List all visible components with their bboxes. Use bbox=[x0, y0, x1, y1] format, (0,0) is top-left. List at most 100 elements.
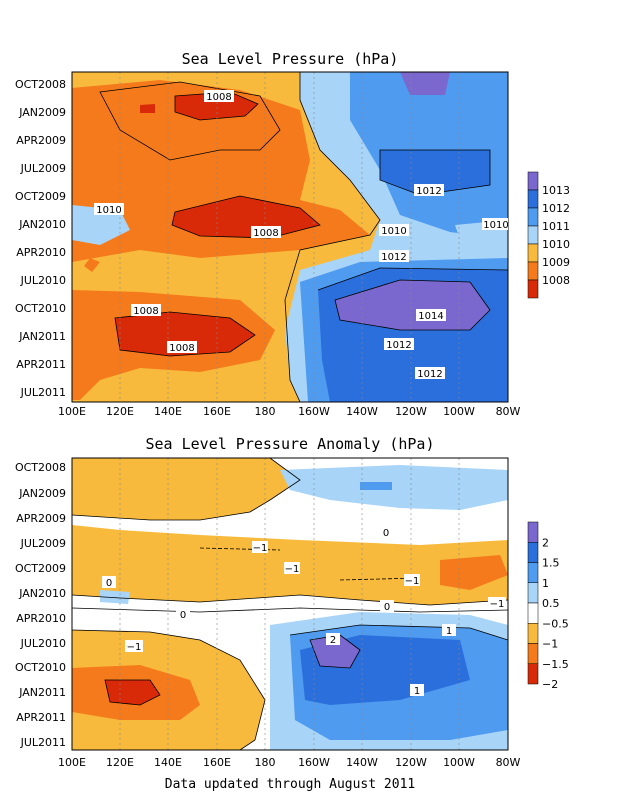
y-tick-label: JAN2009 bbox=[18, 106, 66, 119]
x-tick-label: 120E bbox=[106, 405, 134, 418]
contour-label: 1012 bbox=[381, 252, 406, 263]
x-tick-label: 160W bbox=[298, 405, 330, 418]
contour-label: −1 bbox=[127, 642, 142, 653]
x-tick-label: 100W bbox=[443, 405, 475, 418]
colorbar-label: −0.5 bbox=[542, 617, 569, 630]
contour-label: 1010 bbox=[96, 205, 121, 216]
x-tick-label: 180 bbox=[255, 405, 276, 418]
y-tick-label: OCT2009 bbox=[15, 562, 66, 575]
bottom-contour-labels: 0 −1 −1 −1 0 −1 0 0 1 −1 2 1 bbox=[102, 526, 506, 697]
x-tick-label: 160W bbox=[298, 756, 330, 769]
colorbar-swatch bbox=[527, 582, 539, 604]
slp-contours bbox=[99, 72, 508, 402]
bottom-y-ticks: OCT2008 JAN2009 APR2009 JUL2009 OCT2009 … bbox=[15, 461, 66, 749]
colorbar-swatch bbox=[527, 663, 539, 685]
contour-label: 0 bbox=[383, 528, 389, 539]
contour-label: 1 bbox=[446, 626, 452, 637]
contour-label: 1008 bbox=[169, 343, 194, 354]
top-x-ticks: 100E 120E 140E 160E 180 160W 140W 120W 1… bbox=[58, 405, 521, 418]
x-tick-label: 120W bbox=[395, 405, 427, 418]
colorbar-label: 1008 bbox=[542, 274, 570, 287]
colorbar-label: −1 bbox=[542, 638, 558, 651]
contour-label: 1010 bbox=[381, 226, 406, 237]
top-y-ticks: OCT2008 JAN2009 APR2009 JUL2009 OCT2009 … bbox=[15, 78, 66, 399]
x-tick-label: 80W bbox=[496, 405, 521, 418]
slp-field bbox=[72, 72, 508, 402]
contour-label: 1010 bbox=[483, 220, 508, 231]
bottom-x-ticks: 100E 120E 140E 160E 180 160W 140W 120W 1… bbox=[58, 756, 521, 769]
contour-label: 1012 bbox=[417, 369, 442, 380]
colorbar-label: 1 bbox=[542, 577, 549, 590]
x-tick-label: 160E bbox=[203, 756, 231, 769]
colorbar-label: 1.5 bbox=[542, 557, 560, 570]
y-tick-label: JUL2011 bbox=[20, 386, 66, 399]
x-tick-label: 140E bbox=[154, 756, 182, 769]
y-tick-label: JUL2009 bbox=[20, 537, 66, 550]
y-tick-label: JAN2009 bbox=[18, 487, 66, 500]
colorbar-swatch bbox=[527, 261, 539, 281]
top-colorbar: 1013 1012 1011 1010 1009 1008 bbox=[527, 171, 570, 299]
contour-label: 1012 bbox=[416, 186, 441, 197]
colorbar-label: 1009 bbox=[542, 256, 570, 269]
colorbar-swatch bbox=[527, 623, 539, 644]
colorbar-swatch bbox=[527, 207, 539, 227]
y-tick-label: JAN2010 bbox=[18, 218, 66, 231]
top-plot-frame bbox=[71, 71, 509, 403]
y-tick-label: APR2009 bbox=[16, 134, 66, 147]
y-tick-label: JAN2011 bbox=[18, 686, 66, 699]
chart-title-bottom: Sea Level Pressure Anomaly (hPa) bbox=[146, 435, 435, 453]
contour-label: 1008 bbox=[133, 306, 158, 317]
x-tick-label: 140W bbox=[346, 405, 378, 418]
colorbar-swatch bbox=[527, 643, 539, 664]
colorbar-label: 2 bbox=[542, 536, 549, 549]
contour-label: 0 bbox=[106, 578, 112, 589]
colorbar-swatch bbox=[527, 243, 539, 263]
colorbar-swatch bbox=[527, 225, 539, 245]
x-tick-label: 140E bbox=[154, 405, 182, 418]
bottom-grid bbox=[119, 458, 460, 750]
y-tick-label: APR2011 bbox=[16, 711, 66, 724]
colorbar-label: 1010 bbox=[542, 238, 570, 251]
y-tick-label: OCT2010 bbox=[15, 302, 66, 315]
colorbar-label: 1011 bbox=[542, 220, 570, 233]
colorbar-swatch bbox=[527, 171, 539, 191]
contour-label: −1 bbox=[253, 543, 268, 554]
y-tick-label: OCT2008 bbox=[15, 461, 66, 474]
y-tick-label: APR2010 bbox=[16, 246, 66, 259]
contour-label: −1 bbox=[285, 564, 300, 575]
contour-label: 1014 bbox=[418, 311, 443, 322]
colorbar-label: 0.5 bbox=[542, 597, 560, 610]
y-tick-label: APR2010 bbox=[16, 612, 66, 625]
y-tick-label: JAN2011 bbox=[18, 330, 66, 343]
x-tick-label: 140W bbox=[346, 756, 378, 769]
x-tick-label: 120E bbox=[106, 756, 134, 769]
contour-label: −1 bbox=[490, 599, 505, 610]
contour-label: 1 bbox=[414, 686, 420, 697]
bottom-plot-frame bbox=[71, 457, 509, 751]
y-tick-label: JAN2010 bbox=[18, 587, 66, 600]
colorbar-label: 1012 bbox=[542, 202, 570, 215]
colorbar-swatch bbox=[527, 521, 539, 543]
y-tick-label: APR2009 bbox=[16, 512, 66, 525]
y-tick-label: JUL2011 bbox=[20, 736, 66, 749]
chart-title-top: Sea Level Pressure (hPa) bbox=[182, 50, 399, 68]
contour-label: 1008 bbox=[253, 228, 278, 239]
contour-label: 0 bbox=[180, 610, 186, 621]
colorbar-swatch bbox=[527, 542, 539, 563]
y-tick-label: OCT2010 bbox=[15, 661, 66, 674]
y-tick-label: OCT2009 bbox=[15, 190, 66, 203]
colorbar-swatch bbox=[527, 279, 539, 299]
contour-label: 0 bbox=[384, 602, 390, 613]
x-tick-label: 100W bbox=[443, 756, 475, 769]
bottom-colorbar: 2 1.5 1 0.5 −0.5 −1 −1.5 −2 bbox=[527, 521, 569, 691]
x-tick-label: 80W bbox=[496, 756, 521, 769]
slp-anomaly-field bbox=[72, 458, 508, 750]
contour-label: 1012 bbox=[386, 340, 411, 351]
colorbar-label: −1.5 bbox=[542, 658, 569, 671]
contour-label: −1 bbox=[405, 576, 420, 587]
y-tick-label: OCT2008 bbox=[15, 78, 66, 91]
y-tick-label: JUL2010 bbox=[20, 274, 66, 287]
x-tick-label: 180 bbox=[255, 756, 276, 769]
x-tick-label: 100E bbox=[58, 405, 86, 418]
